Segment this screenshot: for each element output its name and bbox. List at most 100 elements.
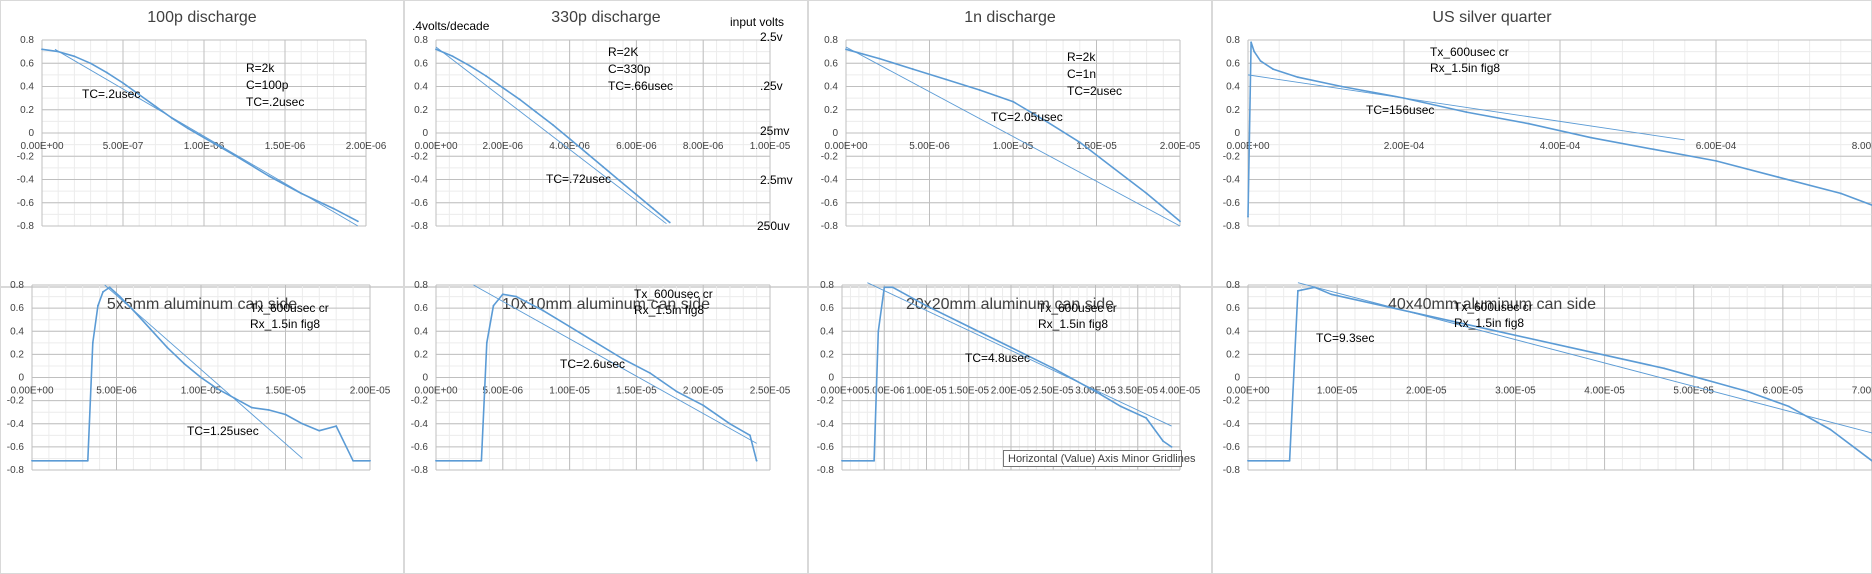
data-point [352,459,354,462]
data-point [284,413,287,416]
data-point [89,62,92,65]
data-point [267,408,270,411]
panel-background [0,0,404,287]
data-point [755,459,758,462]
data-point [41,48,43,51]
data-point [1652,148,1655,151]
y-tick-label: -0.4 [817,419,835,430]
data-series-line [436,293,758,462]
data-point [568,137,571,140]
y-tick-label: 0 [18,373,24,384]
annotation-label: Rx_1.5in fig8 [634,303,704,317]
data-point [535,111,538,113]
data-point [166,346,169,349]
x-tick-label: 0.00E+00 [414,386,458,397]
y-tick-label: 0.2 [414,105,428,116]
data-point [1746,390,1749,393]
data-point [435,459,437,462]
x-tick-label: 5.00E-06 [483,386,524,397]
data-point [1715,160,1717,162]
y-tick-label: 0.6 [20,58,34,69]
x-tick-label: 3.00E-05 [1495,386,1536,397]
x-tick-label: 5.00E-06 [909,141,950,152]
data-point [492,304,495,307]
y-tick-label: -0.6 [817,442,835,453]
x-tick-label: 0.00E+00 [1226,386,1270,397]
data-point [1787,405,1790,408]
x-tick-label: 8.00E-04 [1852,141,1872,152]
y-tick-label: 0.8 [414,280,428,291]
data-point [911,68,914,70]
y-tick-label: 0.2 [1226,105,1240,116]
y-tick-label: 0 [832,128,838,139]
y-tick-label: -0.4 [1223,419,1241,430]
data-point [515,295,518,298]
data-point [595,341,598,344]
data-point [841,459,843,462]
data-point [749,434,751,437]
y-tick-label: 0.4 [1226,326,1240,337]
chart-title: 40x40mm aluminum can side [1388,296,1596,313]
y-tick-label: -0.4 [1223,175,1241,186]
x-tick-label: 2.00E-06 [346,141,387,152]
panel-border [808,0,1212,287]
x-tick-label: 5.00E-07 [103,141,144,152]
tooltip-text: Horizontal (Value) Axis Minor Gridlines [1008,453,1196,465]
y-tick-label: 0.6 [414,303,428,314]
annotation-label: C=1n [1067,67,1096,81]
y-tick-label: 0.2 [820,349,834,360]
y-tick-label: -0.6 [411,198,429,209]
data-point [301,422,304,425]
x-tick-label: 2.00E-05 [350,386,391,397]
x-tick-label: 1.50E-05 [948,386,989,397]
chart-panel-2: 0.8 0.6 0.4 0.2 0 -0.2 -0.4 -0.6 -0.8 0.00E+00 2.0… [404,0,808,287]
x-tick-label: 1.50E-05 [616,386,657,397]
y-tick-label: -0.8 [411,221,429,232]
x-tick-label: 0.00E+00 [20,141,64,152]
x-tick-label: 7.00E-05 [1852,386,1872,397]
y-tick-label: 0.6 [414,58,428,69]
y-tick-label: 0 [422,128,428,139]
panel-border [0,0,404,287]
annotation-label: TC=2.6usec [560,357,625,371]
trendline [104,284,303,459]
data-point [1162,440,1164,442]
y-tick-label: 0.8 [414,35,428,46]
data-point [105,71,108,74]
chart-title: 10x10mm aluminum can side [502,296,710,313]
data-point [648,371,651,374]
x-tick-label: 0.00E+00 [1226,141,1270,152]
data-point [1247,459,1249,462]
chart-title: 1n discharge [964,9,1056,26]
y-tick-label: 0.2 [20,105,34,116]
x-tick-label: 1.00E-06 [184,141,225,152]
annotation-label: Tx_600usec cr [1038,301,1117,315]
trendline [1247,74,1685,141]
data-point [485,75,487,77]
trendline [867,282,1172,427]
data-point [1829,428,1832,431]
panel-background [808,287,1212,574]
data-point [97,304,99,307]
x-tick-label: 6.00E-05 [1763,386,1804,397]
x-tick-label: 1.00E-05 [750,141,791,152]
y-tick-label: 0.2 [1226,349,1240,360]
y-tick-label: 0.4 [20,82,34,93]
annotation-label: TC=2usec [1067,84,1122,98]
y-tick-label: -0.2 [411,151,429,162]
annotation-label: TC=.72usec [546,172,611,186]
y-tick-label: -0.6 [7,442,25,453]
y-tick-label: -0.4 [7,419,25,430]
data-point [335,425,338,427]
y-tick-label: 0.2 [414,349,428,360]
data-point [31,459,33,462]
x-tick-label: 5.00E-06 [864,386,905,397]
y-tick-label: 0.4 [820,326,834,337]
data-point [1330,293,1333,296]
panel-background [1212,287,1872,574]
data-point [1839,192,1842,195]
y-tick-label: 0.8 [820,280,834,291]
side-label: 2.5mv [760,173,793,187]
data-point [883,286,886,289]
panel-background [404,0,808,287]
